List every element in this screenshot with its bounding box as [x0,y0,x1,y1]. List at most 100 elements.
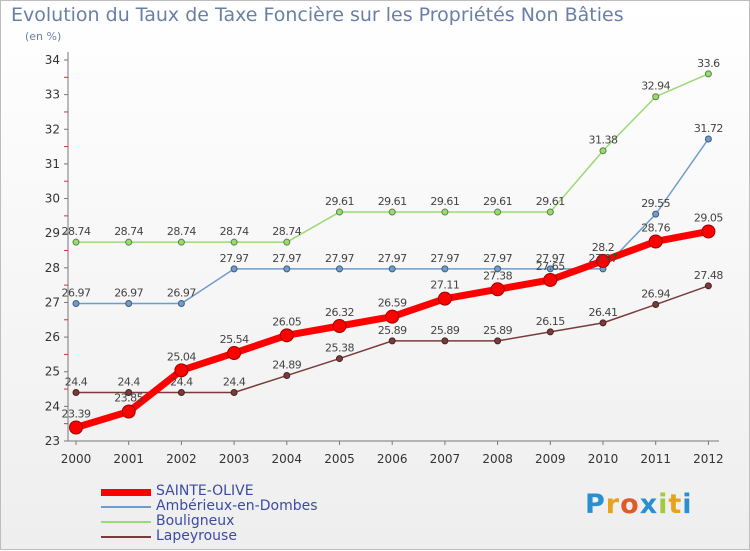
data-point [596,253,610,268]
data-point [283,238,291,246]
data-point [388,208,396,216]
data-label: 27.48 [694,269,723,282]
data-point [336,265,343,273]
unit-label: (en %) [25,30,62,43]
data-label: 29.55 [641,197,670,210]
data-point [174,363,189,378]
y-tick-label: 31 [45,157,60,171]
legend-label: Ambérieux-en-Dombes [156,498,318,514]
data-label: 29.61 [483,195,512,208]
data-point [177,238,185,246]
data-point [69,420,83,435]
data-label: 27.38 [483,269,512,282]
x-tick-label: 2011 [640,452,671,466]
series-line [75,138,710,305]
data-label: 23.39 [62,407,91,420]
data-point [283,265,291,273]
data-label: 24.4 [117,376,140,389]
data-point [336,208,343,216]
data-label: 26.97 [167,286,196,299]
data-point [230,265,238,273]
y-tick-label: 26 [45,330,60,344]
data-label: 25.04 [167,350,196,363]
data-point [336,355,343,363]
legend-label: Lapeyrouse [156,528,237,544]
logo-letter: x [639,489,659,520]
data-label: 26.15 [536,315,565,328]
data-point [704,70,712,78]
legend-swatch [101,506,151,508]
data-point [388,337,396,345]
y-tick-label: 32 [45,122,60,136]
x-tick-label: 2001 [113,452,144,466]
data-point [704,135,712,143]
data-label: 29.61 [378,195,407,208]
data-point [177,299,185,307]
data-label: 28.74 [114,225,143,238]
data-label: 27.97 [220,252,249,265]
data-label: 25.89 [483,324,512,337]
y-tick-label: 24 [45,399,60,413]
data-label: 29.05 [694,211,723,224]
data-label: 29.61 [430,195,459,208]
data-point [385,309,400,324]
data-label: 24.4 [223,376,246,389]
data-label: 27.97 [325,252,354,265]
x-tick-label: 2006 [377,452,408,466]
data-label: 25.38 [325,342,354,355]
data-point [279,328,294,343]
data-label: 28.74 [62,225,91,238]
data-point [72,299,80,307]
logo-letter: o [620,489,640,520]
data-point [388,265,396,273]
y-tick-label: 30 [45,192,60,206]
legend-swatch [101,521,151,523]
data-point [701,224,716,239]
data-point [599,147,607,155]
legend-swatch [101,488,151,496]
data-point [546,328,554,336]
data-label: 24.89 [272,359,301,372]
data-label: 26.94 [641,288,670,301]
data-point [230,238,238,246]
data-label: 28.74 [167,225,196,238]
data-point [648,234,663,249]
y-tick-label: 33 [45,88,60,102]
data-point [437,291,452,306]
data-point [704,282,712,290]
data-label: 25.89 [430,324,459,337]
data-point [494,337,502,345]
data-label: 28.74 [272,225,301,238]
data-point [332,319,347,334]
data-label: 27.97 [378,252,407,265]
data-point [230,389,238,397]
data-label: 26.97 [62,286,91,299]
data-label: 31.72 [694,122,723,135]
logo-letter: i [658,489,669,520]
data-point [227,346,242,361]
data-label: 32.94 [641,80,670,93]
data-point [599,319,607,327]
data-point [543,272,558,287]
data-label: 26.41 [589,306,618,319]
y-tick-label: 27 [45,295,60,309]
data-label: 25.54 [220,333,249,346]
y-tick-label: 29 [45,226,60,240]
data-label: 28.2 [592,241,615,254]
y-tick-label: 34 [45,53,60,67]
data-point [652,93,660,101]
data-label: 25.89 [378,324,407,337]
data-point [125,389,133,397]
logo-letter: t [668,489,683,520]
x-tick-label: 2009 [535,452,566,466]
data-point [546,265,554,273]
x-tick-label: 2002 [166,452,197,466]
data-label: 24.4 [170,376,193,389]
x-tick-label: 2000 [61,452,92,466]
data-label: 33.6 [697,57,720,70]
x-tick-label: 2012 [693,452,724,466]
data-point [125,238,133,246]
data-label: 26.97 [114,286,143,299]
